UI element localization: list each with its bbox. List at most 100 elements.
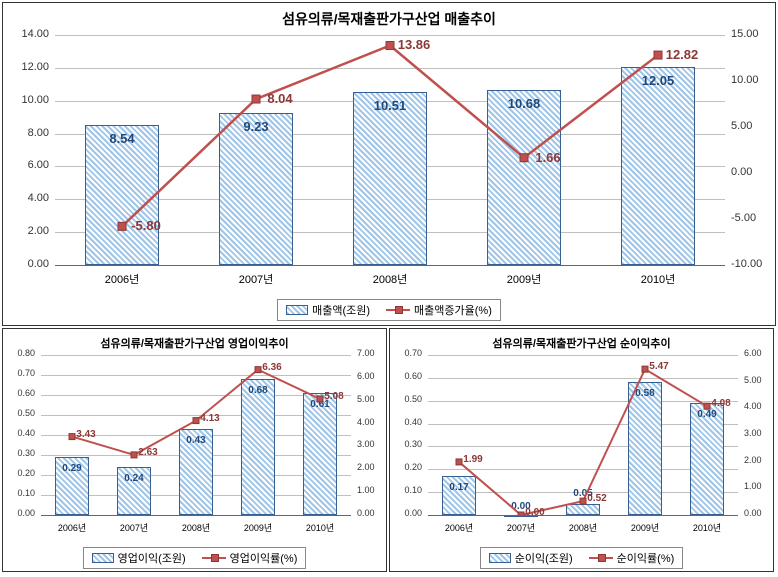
y-left-tick: 14.00: [21, 28, 49, 40]
bar-value-label: 0.24: [124, 473, 143, 484]
bar-value-label: 9.23: [243, 119, 268, 134]
line-value-label: 13.86: [398, 37, 431, 52]
legend-label: 매출액증가율(%): [414, 302, 492, 318]
x-category-label: 2009년: [244, 521, 272, 534]
y-right-tick: 7.00: [357, 348, 375, 358]
bar-value-label: 0.58: [635, 388, 654, 399]
x-category-label: 2010년: [306, 521, 334, 534]
plot-area: 0.000.100.200.300.400.500.600.700.800.00…: [41, 355, 351, 515]
bar: [353, 92, 427, 265]
bar-value-label: 0.68: [248, 385, 267, 396]
bar: [487, 90, 561, 265]
x-category-label: 2007년: [239, 271, 274, 287]
y-right-tick: 4.00: [744, 401, 762, 411]
y-left-tick: 2.00: [28, 225, 49, 237]
y-left-tick: 0.20: [404, 462, 422, 472]
y-right-tick: 0.00: [744, 508, 762, 518]
x-category-label: 2006년: [445, 521, 473, 534]
y-left-tick: 0.70: [17, 368, 35, 378]
legend-item-line: 순이익률(%): [589, 550, 675, 566]
y-left-tick: 0.60: [404, 371, 422, 381]
y-right-tick: 10.00: [731, 74, 759, 86]
legend-item-line: 영업이익률(%): [202, 550, 298, 566]
y-right-tick: 5.00: [357, 394, 375, 404]
y-right-tick: 3.00: [357, 439, 375, 449]
legend-item-bars: 순이익(조원): [489, 550, 573, 566]
bar: [628, 382, 662, 515]
legend-item-bars: 영업이익(조원): [92, 550, 186, 566]
y-left-tick: 0.10: [404, 485, 422, 495]
bar-value-label: 0.49: [697, 409, 716, 420]
y-right-tick: 5.00: [731, 120, 752, 132]
x-category-label: 2006년: [105, 271, 140, 287]
bar-value-label: 10.51: [374, 98, 407, 113]
bar: [241, 379, 275, 515]
y-right-tick: 2.00: [744, 455, 762, 465]
y-left-tick: 12.00: [21, 61, 49, 73]
bar-swatch-icon: [286, 305, 308, 315]
legend: 영업이익(조원) 영업이익률(%): [83, 547, 307, 569]
net-income-chart: 섬유의류/목재출판가구산업 순이익추이 0.000.100.200.300.40…: [389, 328, 774, 572]
chart-title: 섬유의류/목재출판가구산업 영업이익추이: [3, 329, 386, 351]
line-value-label: 4.13: [200, 413, 219, 424]
line-value-label: 3.43: [76, 429, 95, 440]
x-category-label: 2010년: [641, 271, 676, 287]
y-left-tick: 0.40: [404, 417, 422, 427]
line-value-label: 2.63: [138, 447, 157, 458]
y-right-tick: -5.00: [731, 212, 756, 224]
bar-value-label: 0.17: [449, 482, 468, 493]
y-right-tick: 5.00: [744, 375, 762, 385]
y-right-tick: -10.00: [731, 258, 762, 270]
y-left-tick: 0.50: [404, 394, 422, 404]
y-left-tick: 0.80: [17, 348, 35, 358]
y-right-tick: 15.00: [731, 28, 759, 40]
line-value-label: 6.36: [262, 362, 281, 373]
line-value-label: 8.04: [267, 91, 292, 106]
x-category-label: 2007년: [507, 521, 535, 534]
line-value-label: 1.66: [535, 150, 560, 165]
bar: [566, 504, 600, 515]
operating-profit-chart: 섬유의류/목재출판가구산업 영업이익추이 0.000.100.200.300.4…: [2, 328, 387, 572]
y-left-tick: 0.60: [17, 388, 35, 398]
bar: [621, 67, 695, 265]
line-value-label: 4.08: [711, 398, 730, 409]
revenue-trend-chart: 섬유의류/목재출판가구산업 매출추이 0.002.004.006.008.001…: [2, 2, 776, 326]
bar-swatch-icon: [489, 553, 511, 563]
legend: 순이익(조원) 순이익률(%): [480, 547, 684, 569]
plot-area: 0.000.100.200.300.400.500.600.700.001.00…: [428, 355, 738, 515]
y-right-tick: 1.00: [357, 485, 375, 495]
bar-value-label: 8.54: [109, 131, 134, 146]
line-value-label: 0.52: [587, 493, 606, 504]
y-right-tick: 0.00: [731, 166, 752, 178]
line-swatch-icon: [386, 309, 410, 311]
line-value-label: 1.99: [463, 454, 482, 465]
line-swatch-icon: [202, 557, 226, 559]
bar-value-label: 0.29: [62, 463, 81, 474]
y-left-tick: 0.20: [17, 468, 35, 478]
y-left-tick: 0.00: [404, 508, 422, 518]
x-category-label: 2008년: [182, 521, 210, 534]
legend-label: 영업이익(조원): [118, 550, 186, 566]
plot-area: 0.002.004.006.008.0010.0012.0014.00-10.0…: [55, 35, 725, 265]
y-right-tick: 3.00: [744, 428, 762, 438]
y-left-tick: 0.70: [404, 348, 422, 358]
y-right-tick: 6.00: [357, 371, 375, 381]
legend-label: 순이익률(%): [617, 550, 675, 566]
line-value-label: 5.47: [649, 361, 668, 372]
x-category-label: 2009년: [507, 271, 542, 287]
bar: [219, 113, 293, 265]
legend-label: 매출액(조원): [312, 302, 370, 318]
chart-title: 섬유의류/목재출판가구산업 순이익추이: [390, 329, 773, 351]
line-value-label: 0.00: [525, 507, 544, 518]
y-left-tick: 4.00: [28, 192, 49, 204]
y-left-tick: 0.00: [17, 508, 35, 518]
y-right-tick: 2.00: [357, 462, 375, 472]
x-category-label: 2010년: [693, 521, 721, 534]
legend-item-line: 매출액증가율(%): [386, 302, 492, 318]
line-value-label: 5.08: [324, 391, 343, 402]
y-right-tick: 1.00: [744, 481, 762, 491]
y-left-tick: 0.40: [17, 428, 35, 438]
y-right-tick: 0.00: [357, 508, 375, 518]
y-left-tick: 6.00: [28, 159, 49, 171]
legend: 매출액(조원) 매출액증가율(%): [277, 299, 501, 321]
